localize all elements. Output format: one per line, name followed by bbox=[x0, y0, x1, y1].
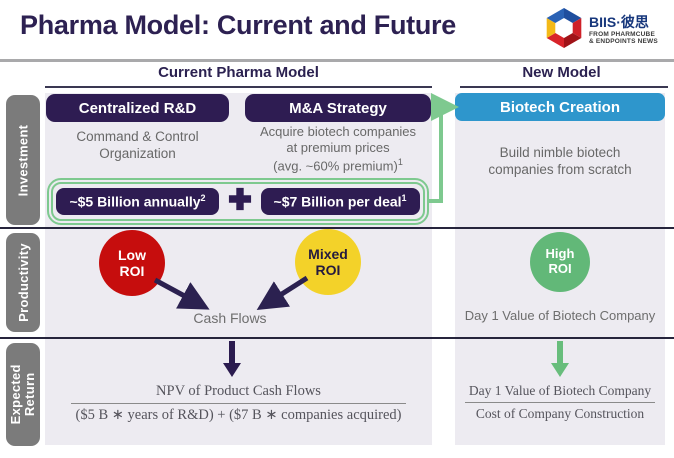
low-roi-circle: Low ROI bbox=[99, 230, 165, 296]
new-return-fraction: Day 1 Value of Biotech Company Cost of C… bbox=[455, 383, 665, 422]
biotech-creation-box: Biotech Creation bbox=[455, 93, 665, 121]
ma-strategy-box: M&A Strategy bbox=[245, 94, 431, 122]
plus-icon bbox=[228, 187, 252, 216]
current-return-fraction: NPV of Product Cash Flows ($5 B ∗ years … bbox=[45, 383, 432, 424]
cash-flows-label: Cash Flows bbox=[193, 310, 267, 326]
row-label-investment: Investment bbox=[6, 95, 40, 225]
row-separator-1 bbox=[0, 227, 674, 229]
current-return-numerator: NPV of Product Cash Flows bbox=[71, 383, 406, 404]
current-model-header: Current Pharma Model bbox=[158, 64, 319, 81]
spend-group-frame: ~$5 Billion annually2 ~$7 Billion per de… bbox=[47, 178, 429, 225]
centralized-rd-box: Centralized R&D bbox=[46, 94, 229, 122]
ma-strategy-description: Acquire biotech companies at premium pri… bbox=[259, 124, 417, 173]
biis-logo: BIIS·彼思 FROM PHARMCUBE & ENDPOINTS NEWS bbox=[540, 4, 670, 56]
day1-value-label: Day 1 Value of Biotech Company bbox=[464, 308, 656, 323]
ma-spend-pill: ~$7 Billion per deal1 bbox=[260, 188, 420, 215]
hexagon-logo-icon bbox=[544, 6, 584, 55]
logo-tagline-2: & ENDPOINTS NEWS bbox=[589, 37, 658, 45]
new-model-underline bbox=[460, 86, 668, 88]
rd-spend-pill: ~$5 Billion annually2 bbox=[56, 188, 219, 215]
centralized-rd-description: Command & Control Organization bbox=[76, 129, 199, 161]
title-divider bbox=[0, 59, 674, 62]
new-model-header: New Model bbox=[522, 64, 601, 81]
row-label-expected-return: Expected Return bbox=[6, 343, 40, 446]
new-return-denominator: Cost of Company Construction bbox=[475, 406, 645, 421]
current-model-underline bbox=[45, 86, 432, 88]
row-separator-2 bbox=[0, 337, 674, 339]
biotech-creation-description: Build nimble biotech companies from scra… bbox=[488, 145, 632, 177]
high-roi-circle: High ROI bbox=[530, 232, 590, 292]
mixed-roi-circle: Mixed ROI bbox=[295, 229, 361, 295]
current-return-denominator: ($5 B ∗ years of R&D) + ($7 B ∗ companie… bbox=[75, 407, 402, 423]
logo-tagline-1: FROM PHARMCUBE bbox=[589, 30, 655, 38]
row-label-productivity: Productivity bbox=[6, 233, 40, 332]
page-title: Pharma Model: Current and Future bbox=[20, 10, 456, 40]
new-return-numerator: Day 1 Value of Biotech Company bbox=[464, 383, 656, 403]
logo-name: BIIS·彼思 bbox=[589, 14, 649, 31]
